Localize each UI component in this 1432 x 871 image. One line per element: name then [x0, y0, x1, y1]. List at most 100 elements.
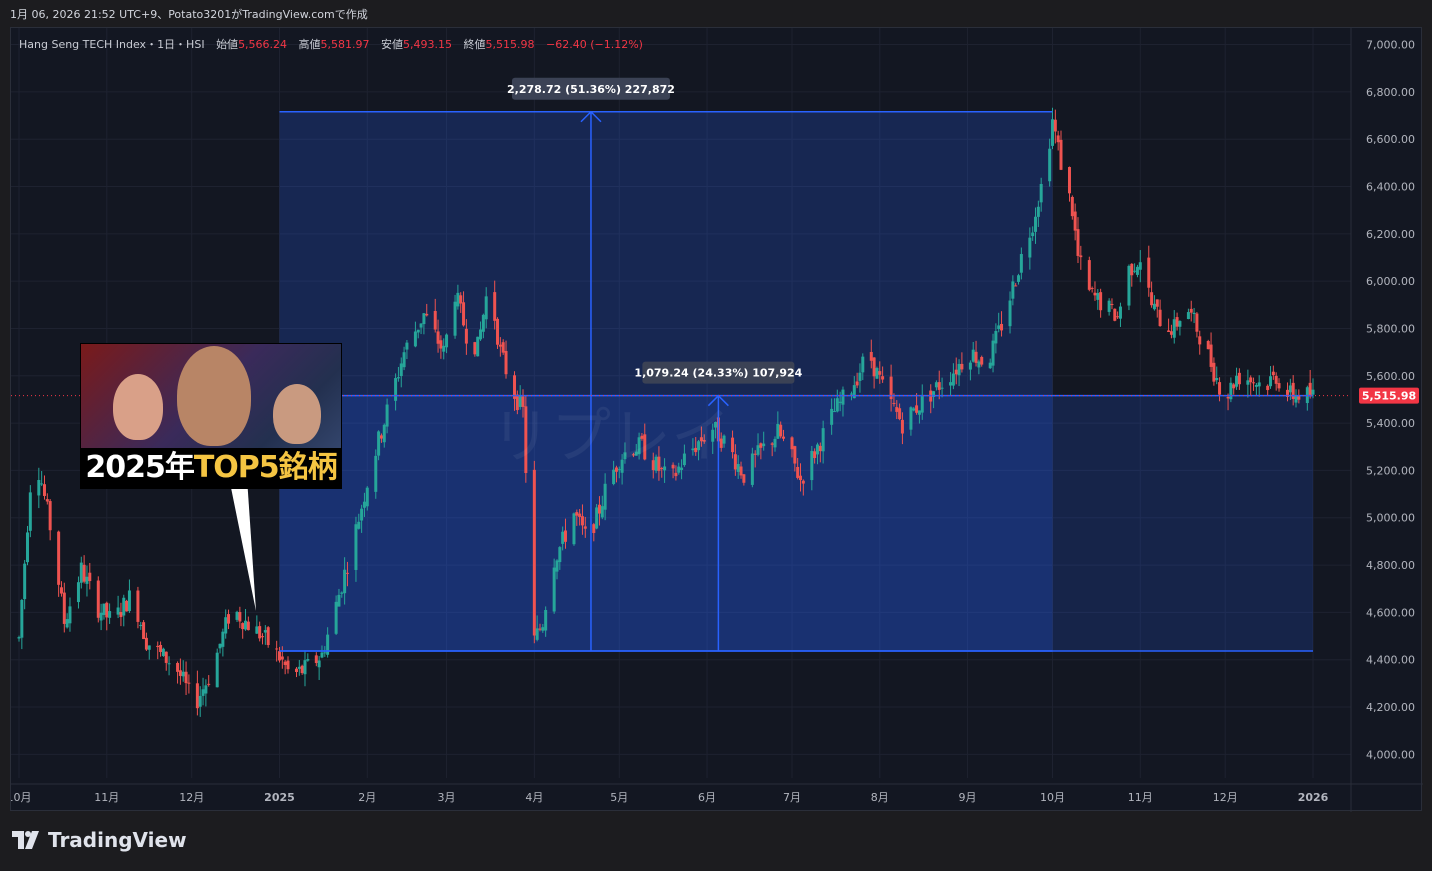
candle-body: [756, 445, 760, 455]
candle-body: [184, 671, 188, 684]
y-tick-label: 6,600.00: [1366, 133, 1415, 146]
candle-body: [818, 445, 822, 452]
tradingview-logo-text: TradingView: [48, 828, 187, 852]
candle-body: [1056, 135, 1060, 143]
candle-body: [1229, 382, 1233, 400]
candle-body: [949, 382, 953, 386]
candle-body: [377, 431, 381, 456]
symbol-title[interactable]: Hang Seng TECH Index・1日・HSI: [19, 38, 205, 51]
candle-body: [951, 373, 955, 386]
candle-body: [286, 660, 290, 670]
x-tick-label: 3月: [438, 791, 456, 804]
candle-body: [360, 508, 364, 521]
candle-body: [1218, 382, 1222, 395]
person-left-image: [113, 374, 163, 440]
candle-body: [815, 444, 819, 455]
candle-body: [207, 683, 211, 685]
candle-body: [680, 467, 684, 470]
candle-body: [1232, 384, 1236, 389]
x-tick-label: 12月: [179, 791, 204, 804]
candle-body: [23, 563, 27, 600]
candle-body: [671, 464, 675, 469]
candle-body: [1169, 331, 1173, 335]
x-tick-label: 10月: [1040, 791, 1065, 804]
candle-body: [42, 484, 46, 496]
video-thumbnail[interactable]: 2025年TOP5銘柄: [80, 343, 342, 489]
measure-label-box: [642, 361, 795, 384]
candle-body: [779, 424, 783, 437]
candle-body: [125, 600, 129, 612]
thumbnail-title: 2025年TOP5銘柄: [81, 448, 341, 488]
candle-body: [1079, 255, 1083, 258]
candle-body: [932, 391, 936, 398]
candle-body: [1172, 319, 1176, 338]
candle-body: [76, 582, 80, 603]
candle-body: [878, 371, 882, 375]
candlestick-chart[interactable]: 7,000.00 6,800.00 6,600.00 6,400.00 6,200.00…: [11, 28, 1423, 812]
candle-body: [762, 443, 766, 447]
candle-body: [954, 369, 958, 375]
candle-body: [934, 382, 938, 388]
x-tick-label: 6月: [698, 791, 716, 804]
y-tick-label: 4,600.00: [1366, 606, 1415, 619]
candle-body: [382, 424, 386, 443]
candle-body: [736, 463, 740, 472]
candle-body: [345, 572, 349, 574]
candle-body: [798, 475, 802, 481]
candle-body: [105, 602, 109, 618]
measure-label: 1,079.24 (24.33%) 107,924: [634, 367, 802, 380]
candle-body: [623, 452, 627, 460]
current-price-tag: [1359, 387, 1419, 404]
candle-body: [402, 352, 406, 368]
candle-body: [637, 437, 641, 455]
candle-body: [227, 614, 231, 624]
candle-body: [920, 394, 924, 413]
candle-body: [563, 530, 567, 542]
candle-body: [255, 626, 259, 634]
candle-body: [405, 342, 409, 350]
candle-body: [413, 331, 417, 347]
candle-body: [479, 329, 483, 340]
candle-body: [682, 453, 686, 466]
candle-body: [1252, 382, 1256, 384]
candle-body: [796, 466, 800, 478]
candle-body: [697, 441, 701, 451]
measure-range-box[interactable]: [279, 395, 1313, 651]
candle-body: [821, 428, 825, 452]
candle-body: [555, 560, 559, 572]
candle-body: [1186, 312, 1190, 320]
y-tick-label: 5,400.00: [1366, 417, 1415, 430]
candle-body: [1311, 389, 1315, 395]
candle-body: [1175, 317, 1179, 327]
candle-body: [343, 569, 347, 594]
candle-body: [1014, 285, 1018, 287]
candle-body: [759, 443, 763, 448]
y-tick-label: 4,200.00: [1366, 701, 1415, 714]
candle-body: [122, 597, 126, 616]
candle-body: [396, 377, 400, 379]
candle-body: [1130, 263, 1134, 276]
chart-panel[interactable]: 7,000.00 6,800.00 6,600.00 6,400.00 6,200.00…: [10, 27, 1423, 812]
tradingview-logo[interactable]: TradingView: [12, 828, 187, 852]
candle-body: [218, 643, 222, 649]
candle-body: [142, 622, 146, 640]
candle-body: [561, 531, 565, 544]
candle-body: [1212, 362, 1216, 382]
candle-body: [464, 328, 468, 344]
candle-body: [722, 435, 726, 444]
candle-body: [1019, 254, 1023, 273]
candle-body: [1189, 308, 1193, 313]
candle-body: [1147, 257, 1151, 288]
candle-body: [838, 401, 842, 403]
candle-body: [714, 421, 718, 428]
candle-body: [280, 656, 284, 660]
candle-body: [1249, 377, 1253, 383]
candle-body: [1277, 383, 1281, 389]
y-tick-label: 6,800.00: [1366, 86, 1415, 99]
candle-body: [1152, 303, 1156, 310]
candle-body: [1138, 262, 1142, 270]
y-tick-label: 7,000.00: [1366, 39, 1415, 52]
candle-body: [790, 437, 794, 450]
low-label: 安値: [381, 38, 404, 51]
candle-body: [603, 483, 607, 510]
